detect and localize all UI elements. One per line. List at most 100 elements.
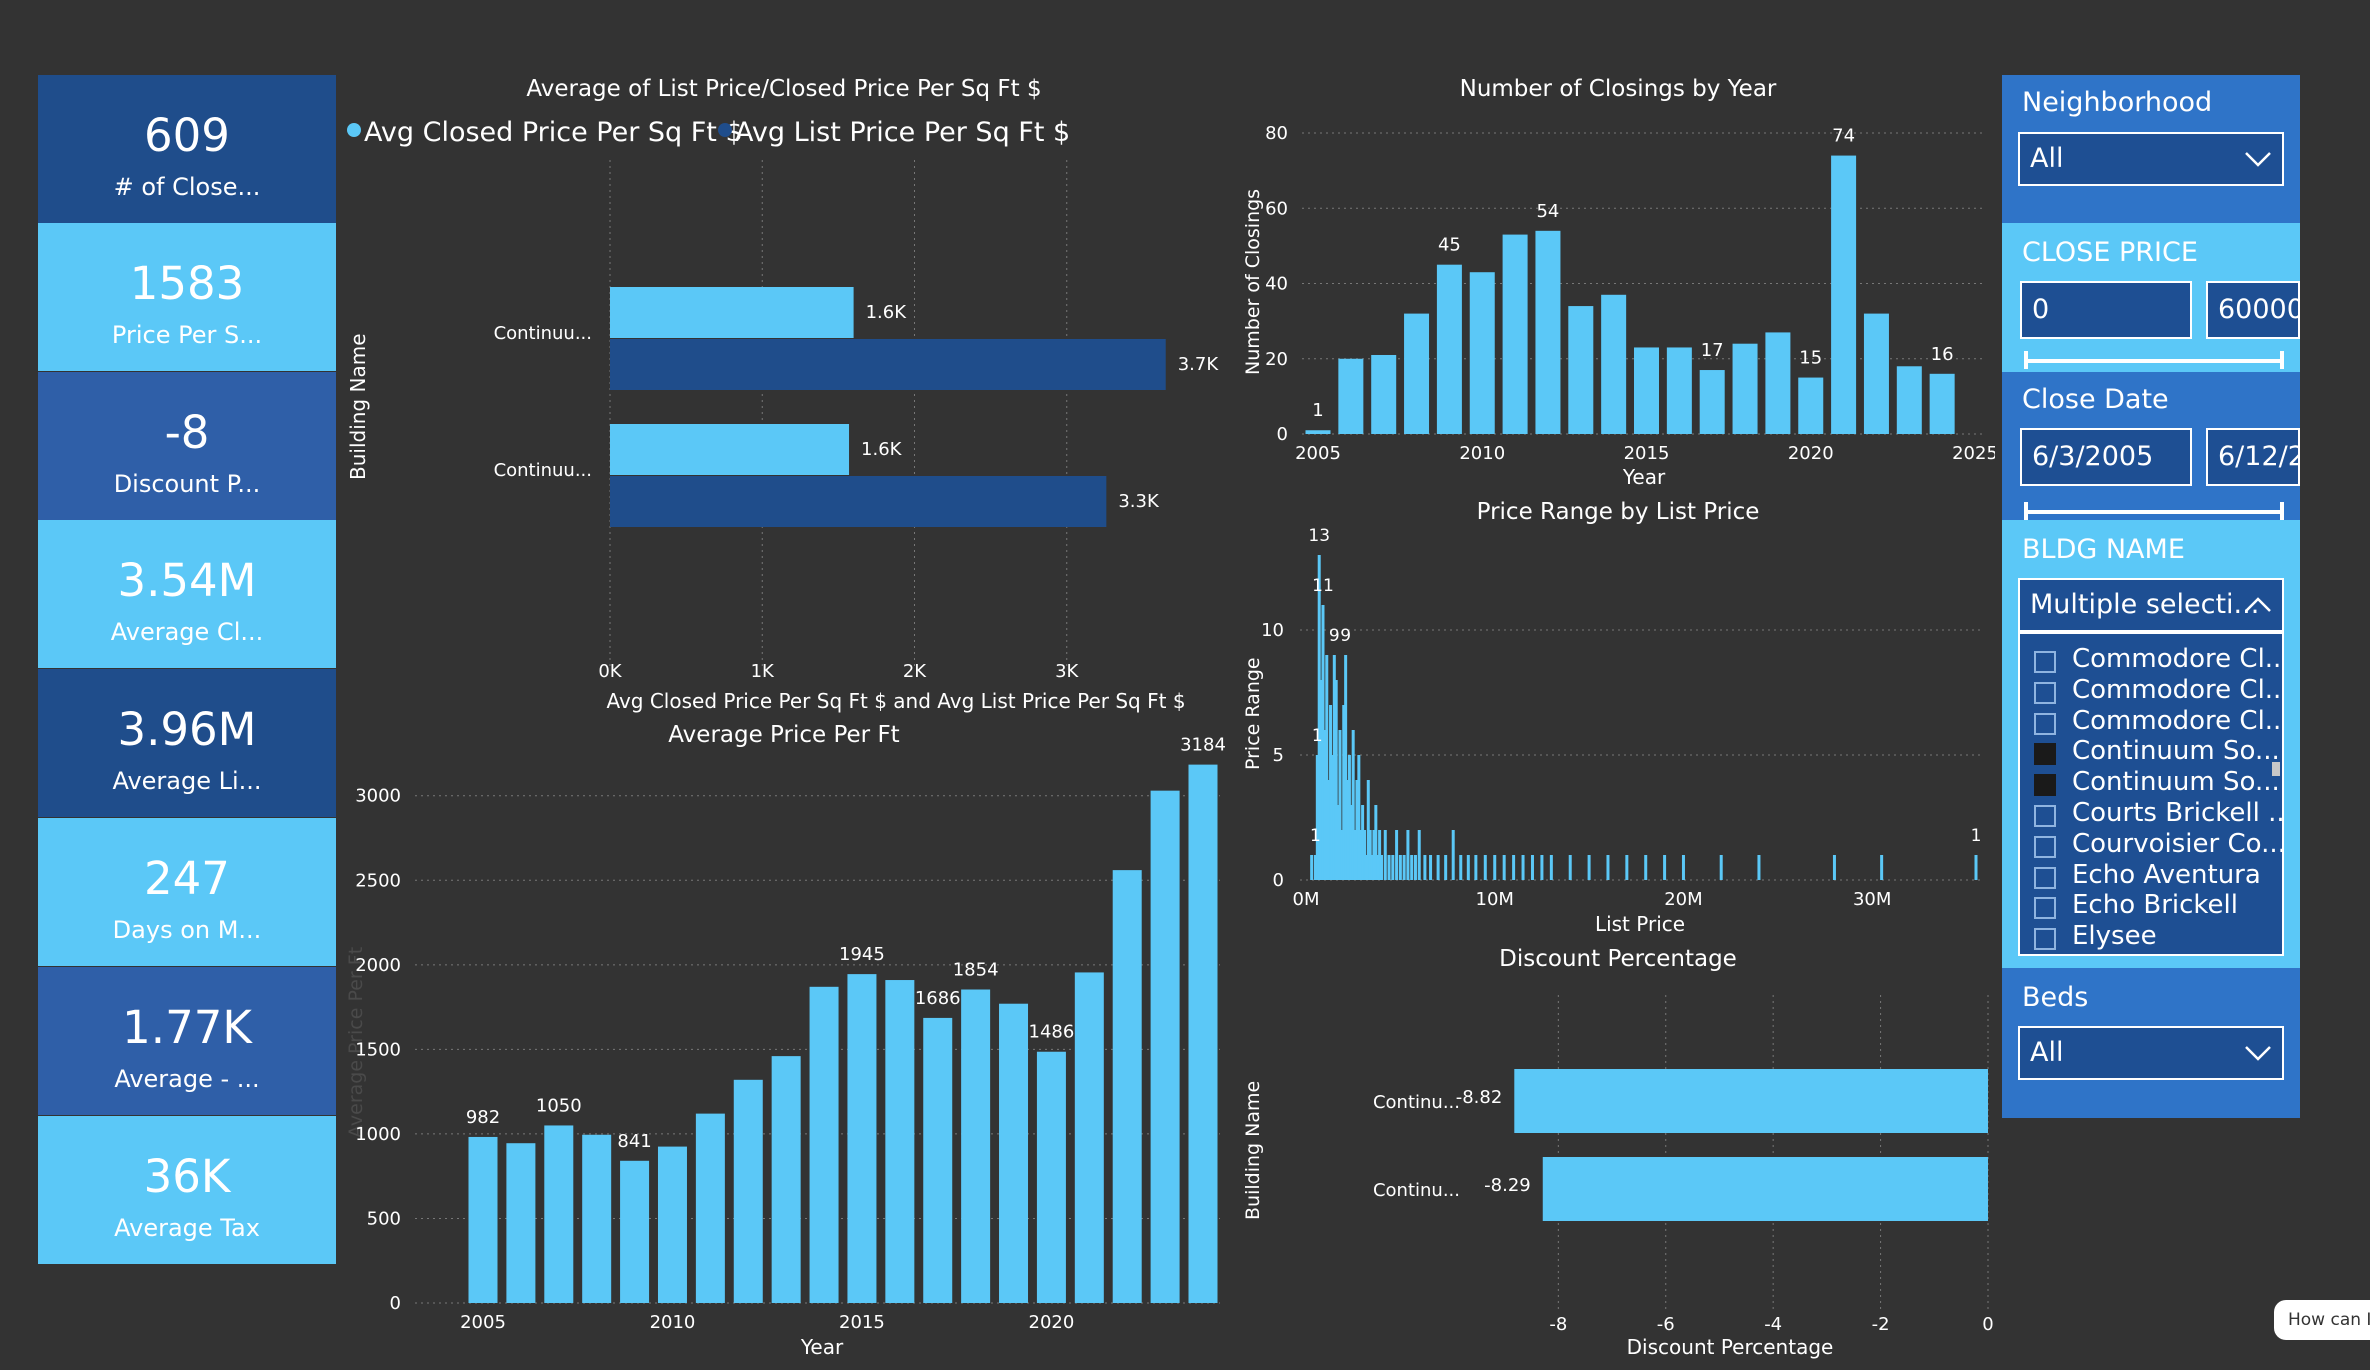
data-label: -8.29 xyxy=(1484,1175,1531,1196)
bar xyxy=(1344,655,1348,880)
date-range-slider[interactable] xyxy=(2026,510,2282,514)
y-tick-label: 0 xyxy=(1273,870,1284,891)
bldg-name-list[interactable]: Commodore Cl... Commodore Cl... Commodore … xyxy=(2018,632,2284,956)
close-date-end-input[interactable]: 6/12/2 xyxy=(2206,428,2300,486)
bar xyxy=(620,1160,650,1303)
bar xyxy=(1514,1069,1988,1133)
legend-closed-label[interactable]: Avg Closed Price Per Sq Ft $ xyxy=(364,117,743,148)
x-tick-label: -2 xyxy=(1872,1314,1890,1335)
x-tick-label: 2K xyxy=(903,661,927,682)
y-tick-label: 2000 xyxy=(355,955,401,976)
slicer-title: Close Date xyxy=(2022,384,2169,415)
checkbox-icon[interactable] xyxy=(2034,897,2056,920)
bar xyxy=(1347,755,1351,880)
list-scrollbar[interactable] xyxy=(2272,762,2280,776)
bar xyxy=(1379,855,1383,880)
kpi-card[interactable]: 36K Average Tax xyxy=(38,1116,336,1264)
data-label: 3184 xyxy=(1180,735,1226,756)
price-slider-max-handle[interactable] xyxy=(2280,351,2284,369)
price-range-slider[interactable] xyxy=(2026,359,2282,363)
kpi-card[interactable]: 1583 Price Per S... xyxy=(38,223,336,371)
date-slider-max-handle[interactable] xyxy=(2280,502,2284,520)
data-label: 3.3K xyxy=(1118,491,1160,512)
bar xyxy=(1398,855,1402,880)
bar xyxy=(1410,855,1414,880)
bar xyxy=(1363,830,1367,880)
kpi-value: 3.96M xyxy=(117,703,257,756)
list-closed-price-chart[interactable]: Average of List Price/Closed Price Per S… xyxy=(340,60,1220,750)
checkbox-icon[interactable] xyxy=(2034,835,2056,858)
bar xyxy=(1074,972,1104,1303)
bar xyxy=(999,1003,1029,1303)
bar xyxy=(544,1125,574,1303)
x-tick-label: 1K xyxy=(751,661,775,682)
data-label: 3.7K xyxy=(1178,354,1220,375)
checkbox-icon[interactable] xyxy=(2034,651,2056,673)
checkbox-icon[interactable] xyxy=(2034,681,2056,704)
bar xyxy=(1466,855,1470,880)
help-button[interactable]: How can I xyxy=(2274,1300,2370,1340)
price-slider-min-handle[interactable] xyxy=(2024,351,2028,369)
bar xyxy=(1663,855,1667,880)
bar xyxy=(1329,705,1333,880)
bldg-name-dropdown[interactable]: Multiple selecti... xyxy=(2018,578,2284,632)
x-tick-label: 20M xyxy=(1664,889,1702,910)
bar xyxy=(1327,780,1331,880)
bar xyxy=(847,974,877,1303)
discount-percentage-chart[interactable]: Discount Percentage Building Name Discou… xyxy=(1230,935,2010,1370)
bar xyxy=(1317,555,1321,880)
x-tick-label: 10M xyxy=(1476,889,1514,910)
bar xyxy=(695,1113,725,1303)
checkbox-icon[interactable] xyxy=(2034,928,2056,951)
checkbox-icon[interactable] xyxy=(2034,866,2056,889)
x-axis-label: Avg Closed Price Per Sq Ft $ and Avg Lis… xyxy=(606,689,1185,713)
bar xyxy=(1549,855,1553,880)
x-tick-label: 0K xyxy=(598,661,622,682)
y-axis-label: Building Name xyxy=(346,334,370,481)
bar xyxy=(582,1134,612,1303)
checkbox-icon[interactable] xyxy=(2034,805,2056,827)
checkbox-icon[interactable] xyxy=(2034,712,2056,735)
date-slider-min-handle[interactable] xyxy=(2024,502,2028,520)
bar xyxy=(1634,347,1659,434)
neighborhood-dropdown[interactable]: All xyxy=(2018,132,2284,186)
kpi-card[interactable]: 247 Days on M... xyxy=(38,818,336,966)
y-tick-label: 60 xyxy=(1265,198,1288,219)
kpi-card[interactable]: -8 Discount P... xyxy=(38,372,336,520)
bar xyxy=(1336,805,1340,880)
bar xyxy=(809,986,839,1303)
bar xyxy=(961,989,991,1303)
closings-by-year-chart[interactable]: Number of Closings by Year Number of Clo… xyxy=(1230,60,1995,500)
bar xyxy=(610,287,854,338)
bar xyxy=(1372,830,1376,880)
close-price-max-input[interactable]: 60000 xyxy=(2206,281,2300,339)
chart-title: Price Range by List Price xyxy=(1477,499,1760,525)
y-tick-label: 80 xyxy=(1265,123,1288,144)
price-range-chart[interactable]: Price Range by List Price Price Range Li… xyxy=(1230,490,1995,935)
bar xyxy=(1351,730,1355,880)
bar xyxy=(1338,358,1364,434)
checkbox-icon[interactable] xyxy=(2034,743,2056,766)
kpi-card[interactable]: 3.54M Average Cl... xyxy=(38,520,336,668)
bar xyxy=(1423,855,1427,880)
y-tick-label: 0 xyxy=(390,1293,401,1314)
close-price-slicer: CLOSE PRICE 0 60000 xyxy=(2002,223,2300,372)
y-tick-label: 2500 xyxy=(355,870,401,891)
bar xyxy=(1699,370,1725,434)
chart-title: Average of List Price/Closed Price Per S… xyxy=(526,76,1041,102)
close-price-min-input[interactable]: 0 xyxy=(2020,281,2192,339)
legend-list-label[interactable]: Avg List Price Per Sq Ft $ xyxy=(735,117,1070,148)
bar xyxy=(1436,855,1440,880)
bar xyxy=(1451,830,1455,880)
checkbox-icon[interactable] xyxy=(2034,774,2056,797)
data-label: 74 xyxy=(1832,126,1855,147)
close-date-start-input[interactable]: 6/3/2005 xyxy=(2020,428,2192,486)
bar xyxy=(1342,705,1346,880)
kpi-card[interactable]: 3.96M Average Li... xyxy=(38,669,336,817)
kpi-card[interactable]: 1.77K Average - ... xyxy=(38,967,336,1115)
y-axis-label: Average Price Per Ft xyxy=(345,947,367,1138)
avg-price-per-ft-chart[interactable]: Average Price Per Ft Average Price Per F… xyxy=(340,700,1230,1370)
kpi-card[interactable]: 609 # of Close... xyxy=(38,75,336,223)
kpi-label: Average Li... xyxy=(112,767,262,795)
beds-dropdown[interactable]: All xyxy=(2018,1026,2284,1080)
